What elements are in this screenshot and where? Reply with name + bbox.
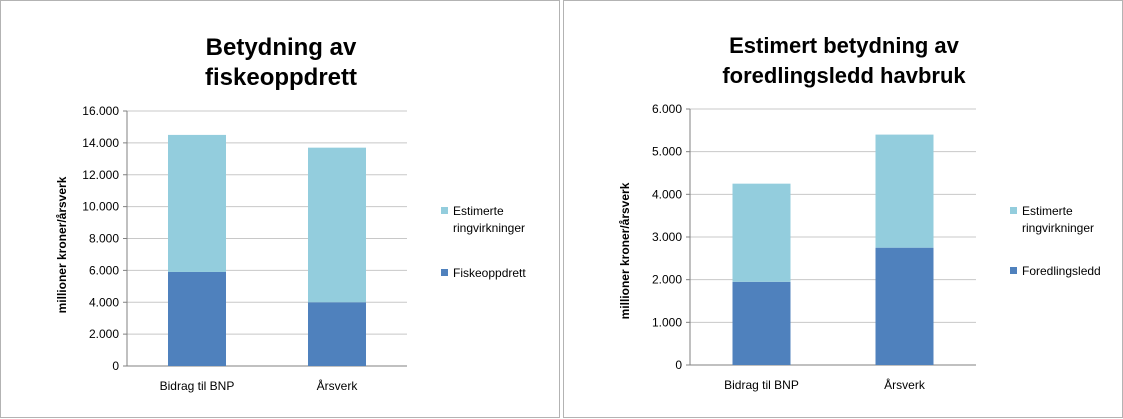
y-tick-label: 5.000 <box>652 145 682 159</box>
y-tick-label: 14.000 <box>82 136 119 150</box>
bar-ringvirkninger-1 <box>168 134 226 272</box>
y-tick-label: 6.000 <box>652 102 682 116</box>
legend-swatch-fiskeoppdrett <box>441 269 448 276</box>
y-tick-label: 2.000 <box>652 273 682 287</box>
x-tick-label: Årsverk <box>884 377 926 392</box>
x-tick-label: Bidrag til BNP <box>160 379 235 393</box>
y-tick-label: 16.000 <box>82 104 119 118</box>
chart-title-line-2: fiskeoppdrett <box>205 64 357 91</box>
y-tick-label: 1.000 <box>652 315 682 329</box>
bar-ringvirkninger-2 <box>875 134 934 248</box>
legend-swatch-foredlingsledd <box>1010 267 1017 274</box>
legend-label-ringvirkninger-line-2: ringvirkninger <box>453 221 525 235</box>
bar-base-1 <box>168 271 226 366</box>
bar-ringvirkninger-1 <box>732 183 791 282</box>
chart-panel-fiskeoppdrett: Betydning av fiskeoppdrett millioner kro… <box>0 0 560 418</box>
x-tick-label: Bidrag til BNP <box>724 378 799 392</box>
chart-title-line-1: Betydning av <box>206 34 357 61</box>
y-tick-label: 2.000 <box>89 327 119 341</box>
y-axis-label: millioner kroner/årsverk <box>618 182 632 319</box>
legend-label-ringvirkninger-line-2: ringvirkninger <box>1022 221 1094 235</box>
y-tick-label: 10.000 <box>82 200 119 214</box>
y-tick-label: 4.000 <box>652 187 682 201</box>
legend-label-ringvirkninger-line-1: Estimerte <box>453 204 504 218</box>
chart-title-line-2: foredlingsledd havbruk <box>722 63 966 88</box>
y-tick-label: 12.000 <box>82 168 119 182</box>
y-axis-label: millioner kroner/årsverk <box>55 176 69 313</box>
legend-label-fiskeoppdrett: Fiskeoppdrett <box>453 266 526 280</box>
legend-swatch-ringvirkninger <box>1010 207 1017 214</box>
chart-fiskeoppdrett: Betydning av fiskeoppdrett millioner kro… <box>55 34 526 393</box>
chart-title-line-1: Estimert betydning av <box>729 33 960 58</box>
y-tick-label: 0 <box>675 358 682 372</box>
chart-foredlingsledd: Estimert betydning av foredlingsledd hav… <box>618 33 1101 392</box>
y-tick-label: 4.000 <box>89 295 119 309</box>
legend-label-ringvirkninger-line-1: Estimerte <box>1022 204 1073 218</box>
bar-base-2 <box>308 302 366 366</box>
y-tick-label: 3.000 <box>652 230 682 244</box>
bar-ringvirkninger-2 <box>308 147 366 303</box>
bar-base-2 <box>875 247 934 365</box>
legend-swatch-ringvirkninger <box>441 207 448 214</box>
y-tick-label: 8.000 <box>89 232 119 246</box>
legend-label-foredlingsledd: Foredlingsledd <box>1022 264 1101 278</box>
chart-panel-foredlingsledd: Estimert betydning av foredlingsledd hav… <box>563 0 1123 418</box>
bar-base-1 <box>732 281 791 365</box>
y-tick-label: 6.000 <box>89 263 119 277</box>
x-tick-label: Årsverk <box>317 378 359 393</box>
y-tick-label: 0 <box>112 359 119 373</box>
